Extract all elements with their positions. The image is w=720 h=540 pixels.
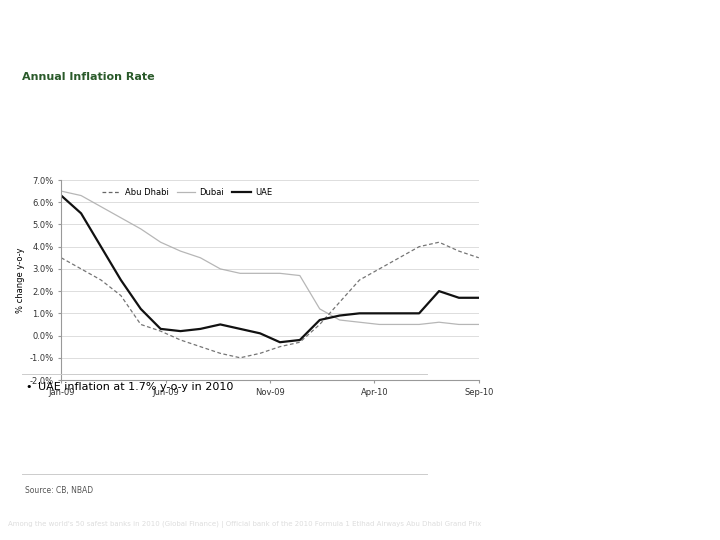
Text: Among the world's 50 safest banks in 2010 (Global Finance) | Official bank of th: Among the world's 50 safest banks in 201… [8, 522, 482, 529]
Text: 11: 11 [694, 505, 714, 519]
Text: UAE inflation at 1.7% y-o-y in 2010: UAE inflation at 1.7% y-o-y in 2010 [37, 382, 233, 392]
Text: Inflation: Inflation [15, 19, 108, 38]
Text: •: • [25, 382, 32, 392]
Text: Source: CB, NBAD: Source: CB, NBAD [25, 485, 94, 495]
Text: Annual Inflation Rate: Annual Inflation Rate [22, 72, 155, 82]
Y-axis label: % change y-o-y: % change y-o-y [17, 247, 25, 313]
Legend: Abu Dhabi, Dubai, UAE: Abu Dhabi, Dubai, UAE [99, 184, 275, 200]
